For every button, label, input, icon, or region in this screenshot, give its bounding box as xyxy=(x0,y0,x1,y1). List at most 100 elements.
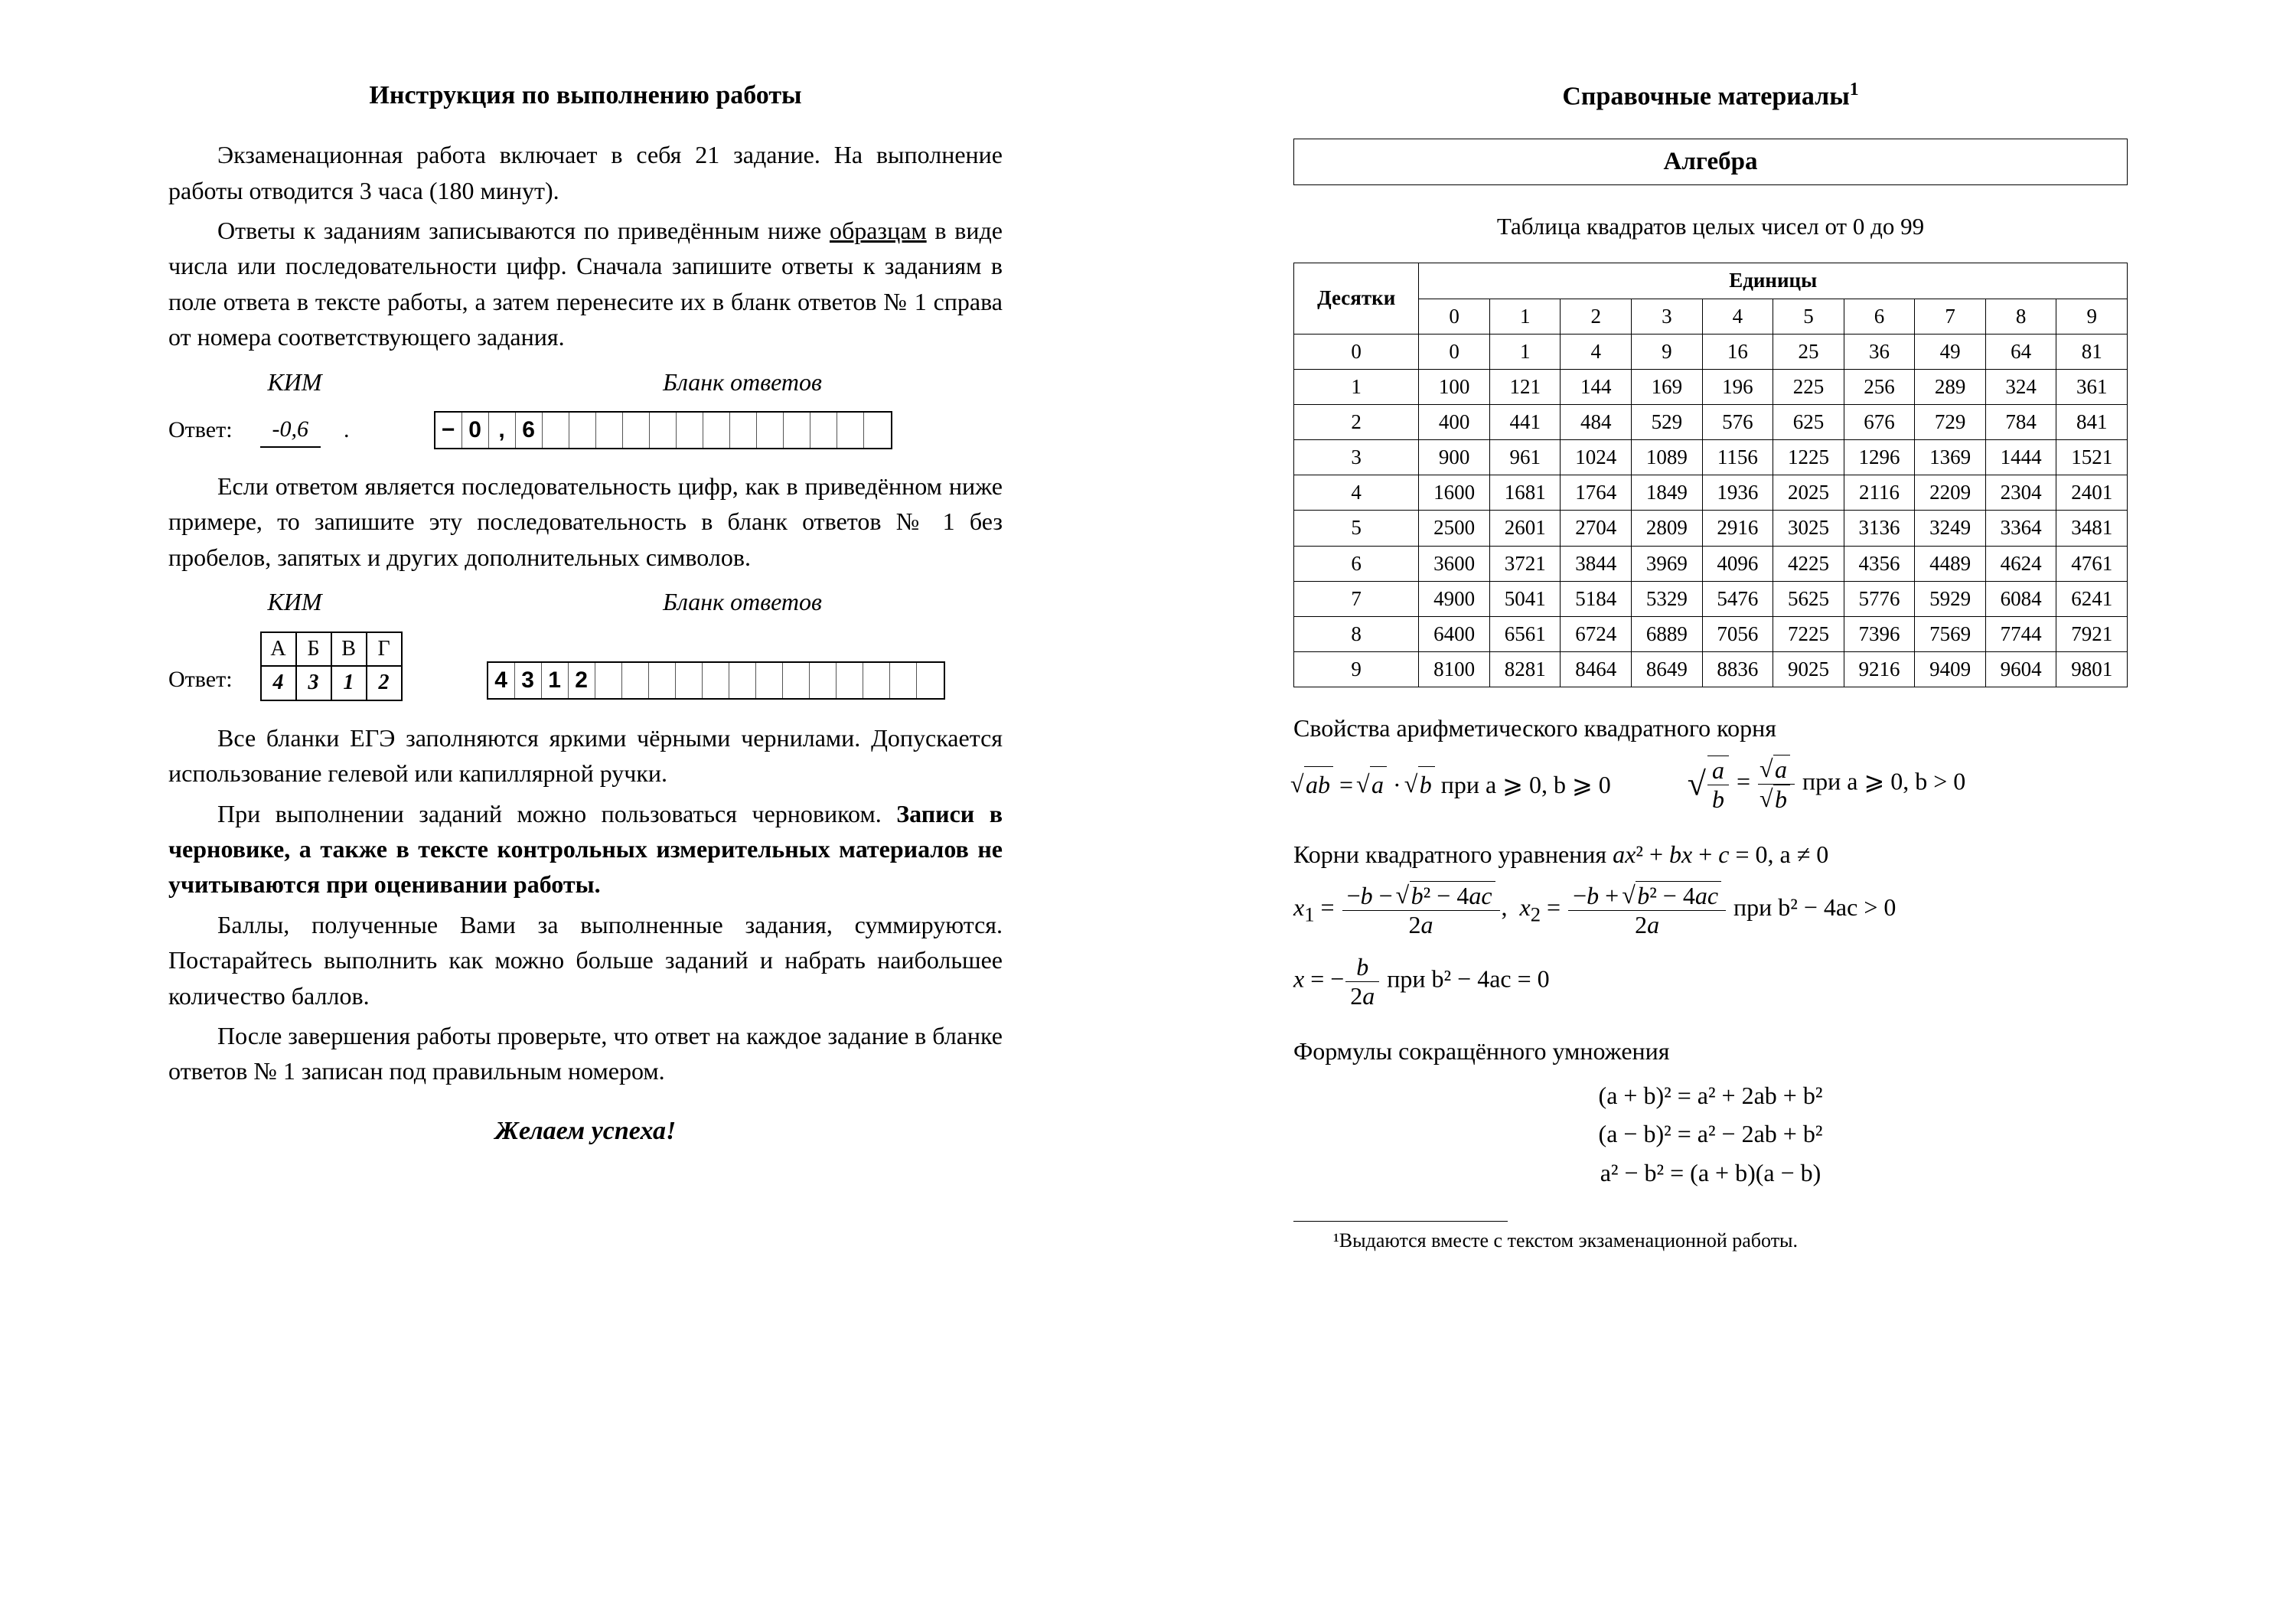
square-cell: 3364 xyxy=(1985,511,2056,546)
abvg-value: 2 xyxy=(367,666,402,700)
blank-cell xyxy=(784,413,810,448)
abvg-header: Г xyxy=(367,632,402,667)
square-cell: 7921 xyxy=(2056,616,2128,651)
square-cell: 4761 xyxy=(2056,546,2128,581)
square-cell: 3025 xyxy=(1773,511,1844,546)
abvg-header: А xyxy=(261,632,296,667)
square-cell: 1849 xyxy=(1632,475,1703,511)
square-cell: 484 xyxy=(1561,404,1632,439)
answer-label-2: Ответ: xyxy=(168,663,233,697)
paragraph-ink: Все бланки ЕГЭ заполняются яркими чёрным… xyxy=(168,720,1003,791)
square-cell: 225 xyxy=(1773,369,1844,404)
example1-labels: КИМ Бланк ответов xyxy=(168,364,1003,400)
square-cell: 100 xyxy=(1419,369,1490,404)
col-header: 3 xyxy=(1632,299,1703,334)
example2-labels: КИМ Бланк ответов xyxy=(168,584,1003,619)
square-cell: 4 xyxy=(1561,334,1632,369)
square-cell: 8464 xyxy=(1561,651,1632,687)
square-cell: 4624 xyxy=(1985,546,2056,581)
col-header: 2 xyxy=(1561,299,1632,334)
row-header: 5 xyxy=(1294,511,1419,546)
square-cell: 2401 xyxy=(2056,475,2128,511)
square-cell: 2304 xyxy=(1985,475,2056,511)
square-cell: 2809 xyxy=(1632,511,1703,546)
square-cell: 6889 xyxy=(1632,616,1703,651)
square-cell: 289 xyxy=(1915,369,1986,404)
row-header: 0 xyxy=(1294,334,1419,369)
answer-value-1: -0,6 xyxy=(260,413,321,448)
paragraph-answers: Ответы к заданиям записываются по привед… xyxy=(168,213,1003,355)
answer-label-1: Ответ: xyxy=(168,413,233,447)
square-cell: 1600 xyxy=(1419,475,1490,511)
blank-cell xyxy=(623,413,650,448)
row-header: 9 xyxy=(1294,651,1419,687)
abvg-header: В xyxy=(331,632,367,667)
square-cell: 1225 xyxy=(1773,440,1844,475)
square-cell: 729 xyxy=(1915,404,1986,439)
row-header: 2 xyxy=(1294,404,1419,439)
algebra-section: Алгебра xyxy=(1293,139,2128,186)
square-cell: 4356 xyxy=(1844,546,1915,581)
footnote-divider xyxy=(1293,1221,1508,1222)
paragraph-sequence: Если ответом является последовательность… xyxy=(168,468,1003,575)
square-cell: 961 xyxy=(1489,440,1561,475)
square-cell: 841 xyxy=(2056,404,2128,439)
square-cell: 6724 xyxy=(1561,616,1632,651)
square-cell: 8281 xyxy=(1489,651,1561,687)
blank-cell xyxy=(622,663,649,698)
blank-cell xyxy=(917,663,944,698)
kim-label: КИМ xyxy=(168,364,421,400)
blank-cell: 3 xyxy=(515,663,542,698)
square-cell: 400 xyxy=(1419,404,1490,439)
blank-cell xyxy=(703,663,729,698)
blank-cell: 6 xyxy=(516,413,543,448)
square-cell: 784 xyxy=(1985,404,2056,439)
col-header: 6 xyxy=(1844,299,1915,334)
square-cell: 4900 xyxy=(1419,581,1490,616)
square-cell: 36 xyxy=(1844,334,1915,369)
square-cell: 7056 xyxy=(1702,616,1773,651)
square-cell: 576 xyxy=(1702,404,1773,439)
square-cell: 1 xyxy=(1489,334,1561,369)
blank-cell: 4 xyxy=(488,663,515,698)
answer-blank-1: −0,6 xyxy=(434,411,892,449)
abvg-header: Б xyxy=(296,632,331,667)
square-cell: 2116 xyxy=(1844,475,1915,511)
blank-cell xyxy=(596,413,623,448)
square-cell: 1369 xyxy=(1915,440,1986,475)
square-cell: 900 xyxy=(1419,440,1490,475)
word-samples: образцам xyxy=(830,217,927,244)
square-cell: 1089 xyxy=(1632,440,1703,475)
blank-cell xyxy=(756,663,783,698)
square-cell: 1681 xyxy=(1489,475,1561,511)
col-header: 8 xyxy=(1985,299,2056,334)
squares-table: ДесяткиЕдиницы01234567890014916253649648… xyxy=(1293,263,2128,687)
mult-title: Формулы сокращённого умножения xyxy=(1293,1033,2128,1069)
square-cell: 676 xyxy=(1844,404,1915,439)
abvg-value: 3 xyxy=(296,666,331,700)
sqrt-properties-title: Свойства арифметического квадратного кор… xyxy=(1293,710,2128,746)
square-cell: 25 xyxy=(1773,334,1844,369)
blank-cell xyxy=(837,413,864,448)
blank-cell: 1 xyxy=(542,663,569,698)
square-cell: 16 xyxy=(1702,334,1773,369)
blank-cell xyxy=(677,413,703,448)
square-cell: 8100 xyxy=(1419,651,1490,687)
square-cell: 6084 xyxy=(1985,581,2056,616)
sqrt-formulas: ab = a · b при a ⩾ 0, b ⩾ 0 √ab = ab при… xyxy=(1293,755,2128,814)
footnote-text: ¹Выдаются вместе с текстом экзаменационн… xyxy=(1293,1226,2128,1255)
square-cell: 4225 xyxy=(1773,546,1844,581)
square-cell: 6241 xyxy=(2056,581,2128,616)
quadratic-x-zero: x = −b2a при b² − 4ac = 0 xyxy=(1293,953,2128,1010)
row-header: 8 xyxy=(1294,616,1419,651)
blank-cell xyxy=(864,413,891,448)
header-units: Единицы xyxy=(1419,263,2128,299)
blank-cell xyxy=(730,413,757,448)
col-header: 1 xyxy=(1489,299,1561,334)
blank-cell xyxy=(783,663,810,698)
col-header: 9 xyxy=(2056,299,2128,334)
square-cell: 49 xyxy=(1915,334,1986,369)
blank-cell xyxy=(650,413,677,448)
abvg-value: 4 xyxy=(261,666,296,700)
square-cell: 625 xyxy=(1773,404,1844,439)
